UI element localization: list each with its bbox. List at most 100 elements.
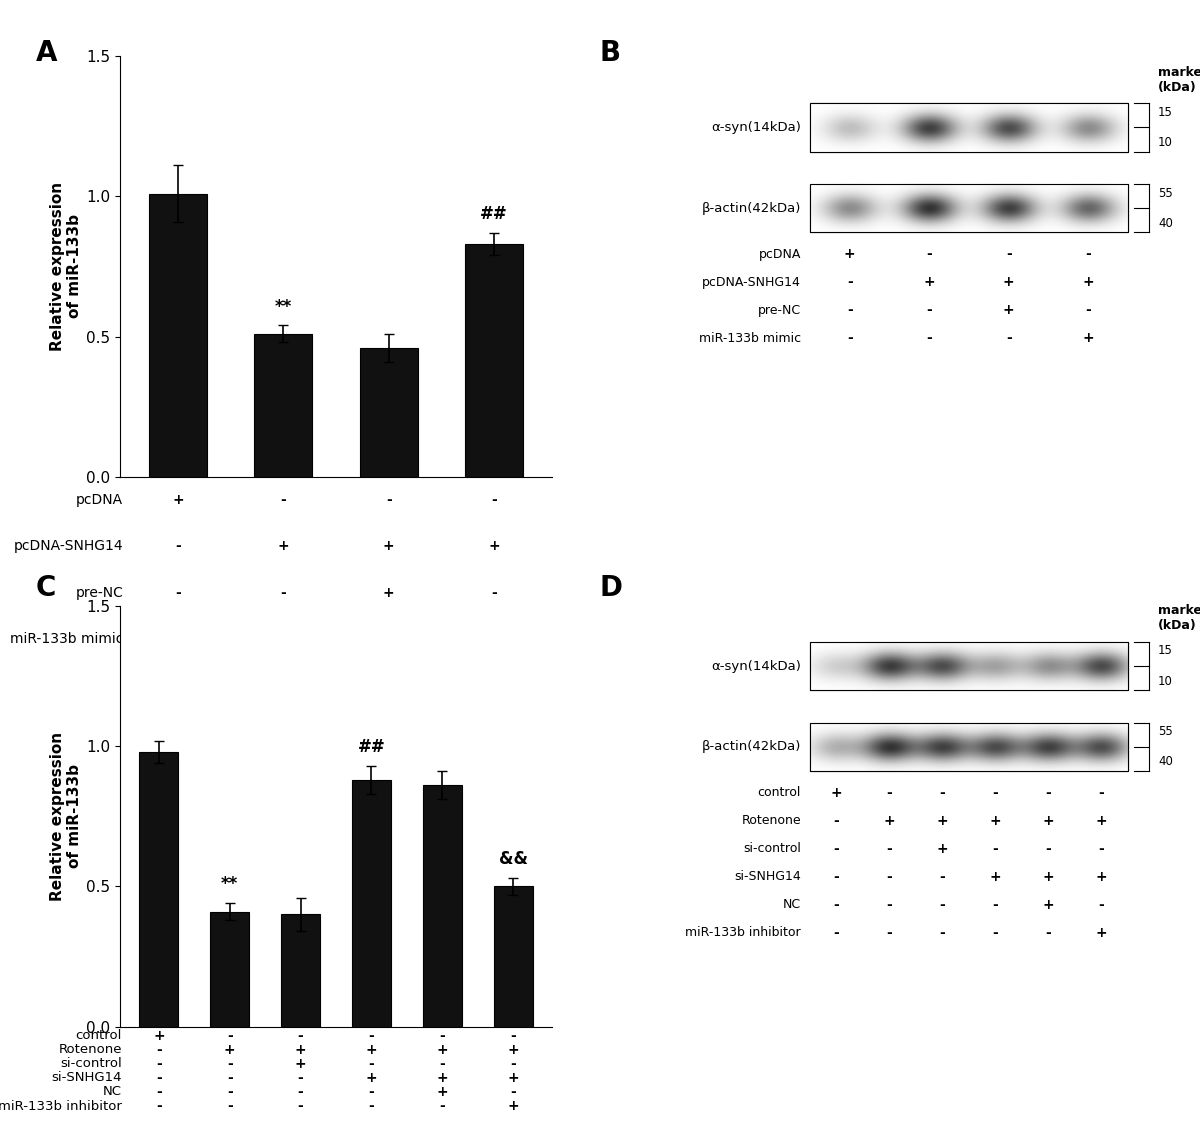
- Text: NC: NC: [782, 898, 802, 911]
- Text: -: -: [175, 540, 181, 553]
- Text: +: +: [366, 1043, 377, 1057]
- Text: +: +: [488, 632, 500, 646]
- Text: -: -: [1099, 842, 1104, 856]
- Y-axis label: Relative expression
of miR-133b: Relative expression of miR-133b: [49, 182, 82, 351]
- Text: +: +: [1003, 275, 1014, 289]
- Text: -: -: [1085, 303, 1091, 318]
- Text: -: -: [227, 1029, 233, 1042]
- Text: 15: 15: [1158, 105, 1172, 119]
- Text: -: -: [992, 842, 998, 856]
- Text: -: -: [887, 870, 893, 884]
- Bar: [352, 780, 391, 1027]
- Text: -: -: [175, 586, 181, 599]
- Text: β-actin(42kDa): β-actin(42kDa): [702, 202, 802, 214]
- Text: -: -: [368, 1029, 374, 1042]
- Bar: [360, 348, 418, 477]
- Text: -: -: [156, 1072, 162, 1085]
- Text: -: -: [298, 1100, 304, 1113]
- Text: -: -: [887, 785, 893, 800]
- Text: +: +: [295, 1043, 306, 1057]
- Text: -: -: [227, 1072, 233, 1085]
- Text: ##: ##: [480, 205, 508, 223]
- Text: -: -: [156, 1085, 162, 1098]
- Text: +: +: [990, 813, 1001, 828]
- Text: C: C: [36, 574, 56, 603]
- Text: -: -: [1006, 331, 1012, 346]
- Text: -: -: [1085, 247, 1091, 261]
- Text: -: -: [386, 493, 391, 507]
- Bar: [139, 752, 179, 1027]
- Text: control: control: [757, 787, 802, 799]
- Text: si-SNHG14: si-SNHG14: [734, 870, 802, 883]
- Text: -: -: [847, 275, 853, 289]
- Text: +: +: [295, 1057, 306, 1070]
- Text: 10: 10: [1158, 136, 1172, 149]
- Text: -: -: [1099, 785, 1104, 800]
- Bar: [810, 723, 1128, 771]
- Text: +: +: [154, 1029, 164, 1042]
- Text: +: +: [830, 785, 842, 800]
- Text: -: -: [510, 1085, 516, 1098]
- Text: -: -: [834, 813, 839, 828]
- Text: +: +: [224, 1043, 235, 1057]
- Text: 55: 55: [1158, 186, 1172, 200]
- Text: pcDNA-SNHG14: pcDNA-SNHG14: [13, 540, 124, 553]
- Text: B: B: [600, 39, 622, 67]
- Text: 55: 55: [1158, 725, 1172, 738]
- Text: +: +: [990, 870, 1001, 884]
- Bar: [810, 642, 1128, 690]
- Text: α-syn(14kDa): α-syn(14kDa): [712, 660, 802, 672]
- Text: si-control: si-control: [60, 1057, 122, 1070]
- Text: -: -: [926, 331, 932, 346]
- Bar: [810, 184, 1128, 232]
- Text: &&: &&: [498, 850, 528, 868]
- Bar: [810, 184, 1128, 232]
- Text: +: +: [924, 275, 935, 289]
- Text: -: -: [1045, 842, 1051, 856]
- Text: +: +: [1096, 813, 1108, 828]
- Text: Rotenone: Rotenone: [59, 1043, 122, 1057]
- Text: -: -: [298, 1072, 304, 1085]
- Bar: [810, 103, 1128, 151]
- Text: miR-133b mimic: miR-133b mimic: [698, 331, 802, 344]
- Text: -: -: [491, 586, 497, 599]
- Text: +: +: [937, 813, 948, 828]
- Text: -: -: [992, 926, 998, 939]
- Bar: [210, 911, 250, 1027]
- Text: +: +: [844, 247, 856, 261]
- Text: miR-133b mimic: miR-133b mimic: [10, 632, 124, 646]
- Text: +: +: [1096, 870, 1108, 884]
- Text: 15: 15: [1158, 644, 1172, 657]
- Text: -: -: [175, 632, 181, 646]
- Text: 10: 10: [1158, 674, 1172, 688]
- Text: +: +: [1043, 898, 1055, 911]
- Text: -: -: [281, 632, 286, 646]
- Text: +: +: [172, 493, 184, 507]
- Text: -: -: [887, 842, 893, 856]
- Text: -: -: [940, 898, 946, 911]
- Bar: [493, 886, 533, 1027]
- Text: -: -: [887, 898, 893, 911]
- Text: marker
(kDa): marker (kDa): [1158, 604, 1200, 632]
- Text: -: -: [940, 870, 946, 884]
- Text: pre-NC: pre-NC: [758, 304, 802, 316]
- Text: -: -: [834, 898, 839, 911]
- Bar: [149, 194, 206, 477]
- Bar: [810, 103, 1128, 151]
- Text: -: -: [439, 1029, 445, 1042]
- Text: -: -: [281, 586, 286, 599]
- Text: ##: ##: [358, 738, 385, 756]
- Text: -: -: [227, 1100, 233, 1113]
- Text: -: -: [1006, 247, 1012, 261]
- Text: -: -: [298, 1085, 304, 1098]
- Text: +: +: [508, 1100, 518, 1113]
- Text: -: -: [156, 1100, 162, 1113]
- Text: marker
(kDa): marker (kDa): [1158, 65, 1200, 93]
- Y-axis label: Relative expression
of miR-133b: Relative expression of miR-133b: [49, 732, 82, 901]
- Text: +: +: [488, 540, 500, 553]
- Text: -: -: [156, 1057, 162, 1070]
- Text: -: -: [834, 926, 839, 939]
- Text: pcDNA-SNHG14: pcDNA-SNHG14: [702, 276, 802, 288]
- Text: +: +: [277, 540, 289, 553]
- Text: -: -: [1099, 898, 1104, 911]
